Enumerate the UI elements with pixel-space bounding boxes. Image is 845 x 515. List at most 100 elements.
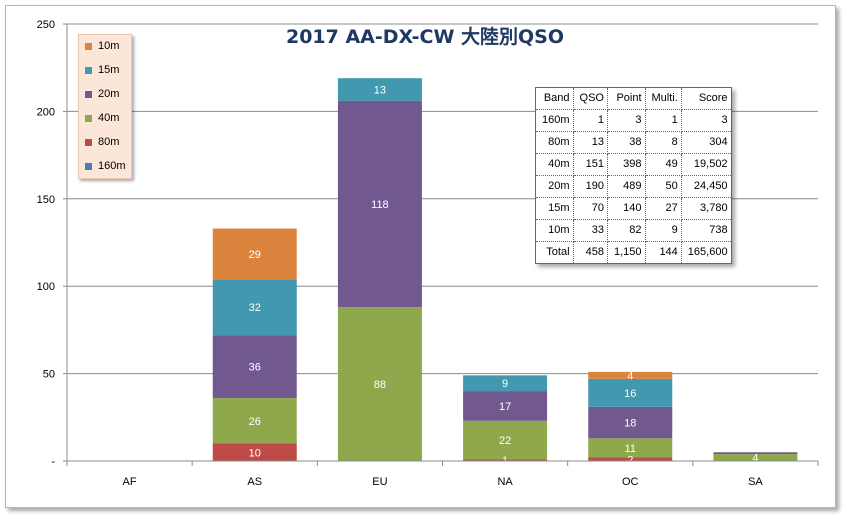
score-row: 15m 70 140 27 3,780 xyxy=(535,197,732,220)
score-cell: 24,450 xyxy=(680,175,732,198)
data-label-as-15m: 32 xyxy=(249,302,261,314)
data-label-oc-10m: 4 xyxy=(627,370,633,382)
bar-as-15m xyxy=(212,279,297,336)
score-cell: 140 xyxy=(606,197,646,220)
data-label-oc-20m: 18 xyxy=(624,418,636,430)
legend-label: 15m xyxy=(98,64,120,76)
bar-as-80m xyxy=(212,443,297,461)
score-cell: 1 xyxy=(644,109,682,132)
x-tick-label-eu: EU xyxy=(372,476,387,488)
data-label-eu-20m: 118 xyxy=(371,199,389,211)
score-cell: 190 xyxy=(572,175,608,198)
score-cell: 738 xyxy=(680,219,732,242)
score-cell: 19,502 xyxy=(680,153,732,176)
data-label-na-15m: 9 xyxy=(502,378,508,390)
bar-eu-40m xyxy=(337,307,422,461)
score-cell: 1,150 xyxy=(606,241,646,264)
score-cell: 3,780 xyxy=(680,197,732,220)
score-cell: 27 xyxy=(644,197,682,220)
chart-title: 2017 AA-DX-CW 大陸別QSO xyxy=(286,25,564,48)
score-cell: 3 xyxy=(606,109,646,132)
score-row: 160m 1 3 1 3 xyxy=(535,109,732,132)
score-row: 20m 190 489 50 24,450 xyxy=(535,175,732,198)
data-label-as-20m: 36 xyxy=(249,362,261,374)
score-cell: Total xyxy=(535,241,574,264)
score-table: Band QSO Point Multi. Score 160m 1 3 1 3 80m 13 38 8… xyxy=(535,87,732,264)
score-cell: 144 xyxy=(644,241,682,264)
score-cell: 33 xyxy=(572,219,608,242)
score-row: 10m 33 82 9 738 xyxy=(535,219,732,242)
legend-item-10m: 10m xyxy=(85,39,119,53)
score-row: 40m 151 398 49 19,502 xyxy=(535,153,732,176)
legend-label: 80m xyxy=(98,136,120,148)
legend-item-80m: 80m xyxy=(85,135,119,149)
score-cell: 82 xyxy=(606,219,646,242)
score-cell: 50 xyxy=(644,175,682,198)
bar-oc-80m xyxy=(588,457,673,461)
bar-na-80m xyxy=(463,459,548,461)
x-tick-label-af: AF xyxy=(123,476,137,488)
bar-oc-15m xyxy=(588,378,673,407)
bar-eu-20m xyxy=(337,100,422,308)
legend-swatch xyxy=(85,90,92,98)
score-cell: 160m xyxy=(535,109,574,132)
score-cell: 489 xyxy=(606,175,646,198)
score-cell: 8 xyxy=(644,131,682,154)
data-label-as-80m: 10 xyxy=(249,447,261,459)
score-header-cell: Score xyxy=(680,87,732,110)
x-tick-label-sa: SA xyxy=(748,476,763,488)
bar-as-20m xyxy=(212,335,297,399)
y-tick-label: 100 xyxy=(37,281,55,293)
bar-as-40m xyxy=(212,398,297,444)
legend-swatch xyxy=(85,162,92,170)
score-cell: 10m xyxy=(535,219,574,242)
data-label-oc-40m: 11 xyxy=(625,443,636,455)
score-header-cell: QSO xyxy=(572,87,608,110)
score-row: Total 458 1,150 144 165,600 xyxy=(535,241,732,264)
bar-oc-10m xyxy=(588,371,673,379)
score-cell: 9 xyxy=(644,219,682,242)
data-label-eu-15m: 13 xyxy=(374,85,386,97)
score-table-header: Band QSO Point Multi. Score xyxy=(535,87,732,110)
score-cell: 49 xyxy=(644,153,682,176)
data-label-as-40m: 26 xyxy=(249,416,261,428)
score-cell: 15m xyxy=(535,197,574,220)
bar-oc-20m xyxy=(588,406,673,439)
legend-swatch xyxy=(85,66,92,74)
x-tick-label-na: NA xyxy=(497,476,513,488)
data-label-na-40m: 22 xyxy=(499,435,511,447)
score-cell: 40m xyxy=(535,153,574,176)
y-tick-label: 150 xyxy=(37,194,55,206)
data-label-oc-15m: 16 xyxy=(624,388,636,400)
score-row: 80m 13 38 8 304 xyxy=(535,131,732,154)
legend: 10m 15m 20m 40m 80m 160m xyxy=(78,34,132,179)
legend-swatch xyxy=(85,114,92,122)
bars-group xyxy=(212,78,798,461)
bar-sa-20m xyxy=(713,452,798,455)
score-header-cell: Multi. xyxy=(644,87,682,110)
data-label-eu-40m: 88 xyxy=(374,379,386,391)
bar-na-20m xyxy=(463,391,548,421)
score-cell: 151 xyxy=(572,153,608,176)
score-cell: 13 xyxy=(572,131,608,154)
x-tick-label-as: AS xyxy=(247,476,262,488)
y-tick-label: 250 xyxy=(37,19,55,31)
score-cell: 165,600 xyxy=(680,241,732,264)
score-cell: 38 xyxy=(606,131,646,154)
score-cell: 398 xyxy=(606,153,646,176)
data-label-as-10m: 29 xyxy=(249,249,261,261)
legend-item-40m: 40m xyxy=(85,111,119,125)
legend-label: 20m xyxy=(98,88,120,100)
y-tick-label: 50 xyxy=(43,369,55,381)
score-cell: 458 xyxy=(572,241,608,264)
y-tick-label: 200 xyxy=(37,106,55,118)
bar-oc-40m xyxy=(588,438,673,458)
legend-label: 160m xyxy=(98,160,126,172)
legend-swatch xyxy=(85,138,92,146)
bar-na-40m xyxy=(463,420,548,460)
score-cell: 304 xyxy=(680,131,732,154)
score-header-cell: Band xyxy=(535,87,574,110)
